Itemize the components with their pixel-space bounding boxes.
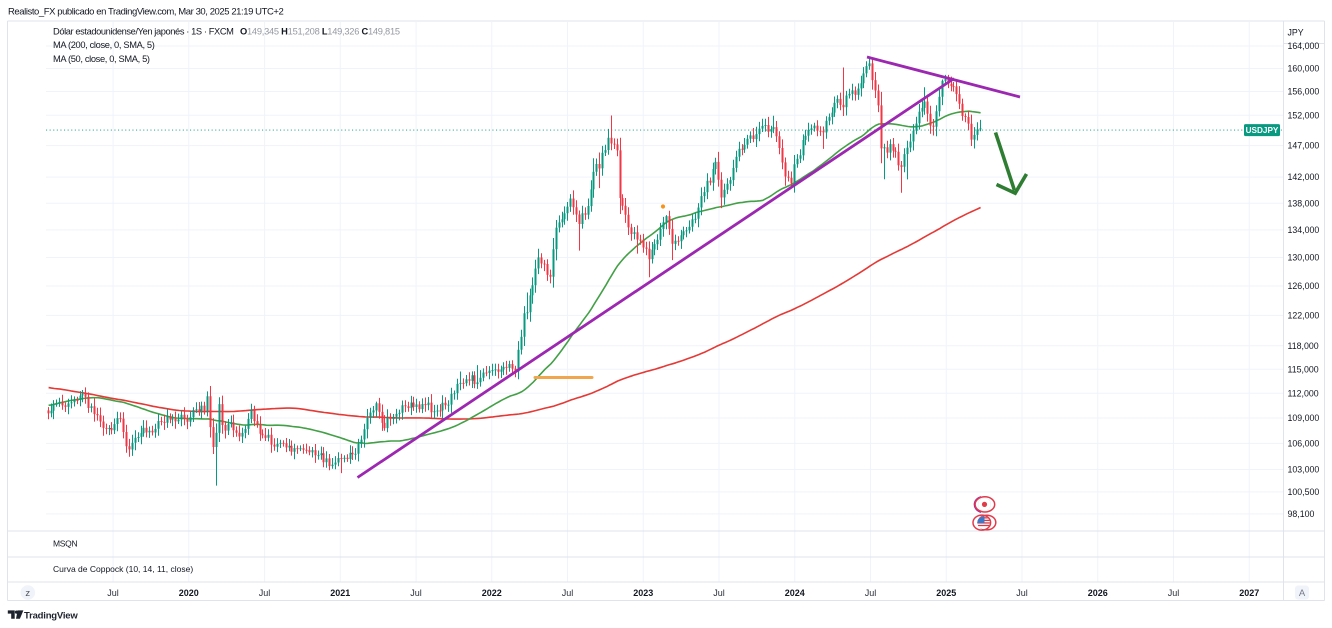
svg-text:138,000: 138,000 (1288, 198, 1320, 208)
svg-text:JPY: JPY (1288, 28, 1304, 38)
svg-text:z: z (25, 588, 30, 599)
svg-text:164,000: 164,000 (1288, 41, 1320, 51)
svg-text:106,000: 106,000 (1288, 438, 1320, 448)
svg-text:126,000: 126,000 (1288, 281, 1320, 291)
svg-text:156,000: 156,000 (1288, 87, 1320, 97)
svg-text:2020: 2020 (179, 588, 199, 598)
svg-text:2027: 2027 (1239, 588, 1259, 598)
svg-text:MA (50, close, 0, SMA, 5): MA (50, close, 0, SMA, 5) (53, 54, 150, 64)
svg-text:Jul: Jul (865, 588, 877, 598)
svg-text:134,000: 134,000 (1288, 225, 1320, 235)
svg-text:103,000: 103,000 (1288, 465, 1320, 475)
svg-text:Jul: Jul (1016, 588, 1028, 598)
svg-text:118,000: 118,000 (1288, 341, 1319, 351)
svg-text:152,000: 152,000 (1288, 110, 1320, 120)
svg-text:TradingView: TradingView (24, 611, 78, 622)
svg-text:2022: 2022 (482, 588, 502, 598)
svg-text:2026: 2026 (1088, 588, 1108, 598)
svg-text:100,500: 100,500 (1288, 487, 1320, 497)
svg-text:Dólar estadounidense/Yen japon: Dólar estadounidense/Yen japonés · 1S · … (53, 27, 234, 37)
svg-text:122,000: 122,000 (1288, 310, 1320, 320)
svg-text:2021: 2021 (330, 588, 350, 598)
svg-text:Jul: Jul (410, 588, 422, 598)
svg-text:Jul: Jul (1168, 588, 1180, 598)
svg-text:147,000: 147,000 (1288, 141, 1320, 151)
svg-text:112,000: 112,000 (1288, 388, 1319, 398)
svg-text:2023: 2023 (633, 588, 653, 598)
svg-text:Jul: Jul (713, 588, 725, 598)
svg-text:2025: 2025 (936, 588, 956, 598)
svg-text:Curva de Coppock (10, 14, 11,: Curva de Coppock (10, 14, 11, close) (53, 564, 193, 574)
svg-text:160,000: 160,000 (1288, 64, 1320, 74)
svg-text:Jul: Jul (107, 588, 119, 598)
svg-text:Jul: Jul (562, 588, 574, 598)
svg-text:Realisto_FX publicado en Tradi: Realisto_FX publicado en TradingView.com… (8, 7, 284, 18)
svg-text:2024: 2024 (785, 588, 805, 598)
svg-text:130,000: 130,000 (1288, 253, 1320, 263)
svg-text:A: A (1299, 588, 1306, 599)
svg-text:142,000: 142,000 (1288, 172, 1320, 182)
svg-text:109,000: 109,000 (1288, 413, 1320, 423)
svg-text:98,100: 98,100 (1288, 509, 1315, 519)
svg-text:Jul: Jul (259, 588, 271, 598)
svg-text:USDJPY: USDJPY (1246, 126, 1279, 135)
svg-text:MA (200, close, 0, SMA, 5): MA (200, close, 0, SMA, 5) (53, 40, 155, 50)
svg-text:O149,345 H151,208 L149,326 C14: O149,345 H151,208 L149,326 C149,815 (240, 27, 400, 37)
svg-text:MSQN: MSQN (53, 539, 77, 549)
svg-text:115,000: 115,000 (1288, 364, 1319, 374)
